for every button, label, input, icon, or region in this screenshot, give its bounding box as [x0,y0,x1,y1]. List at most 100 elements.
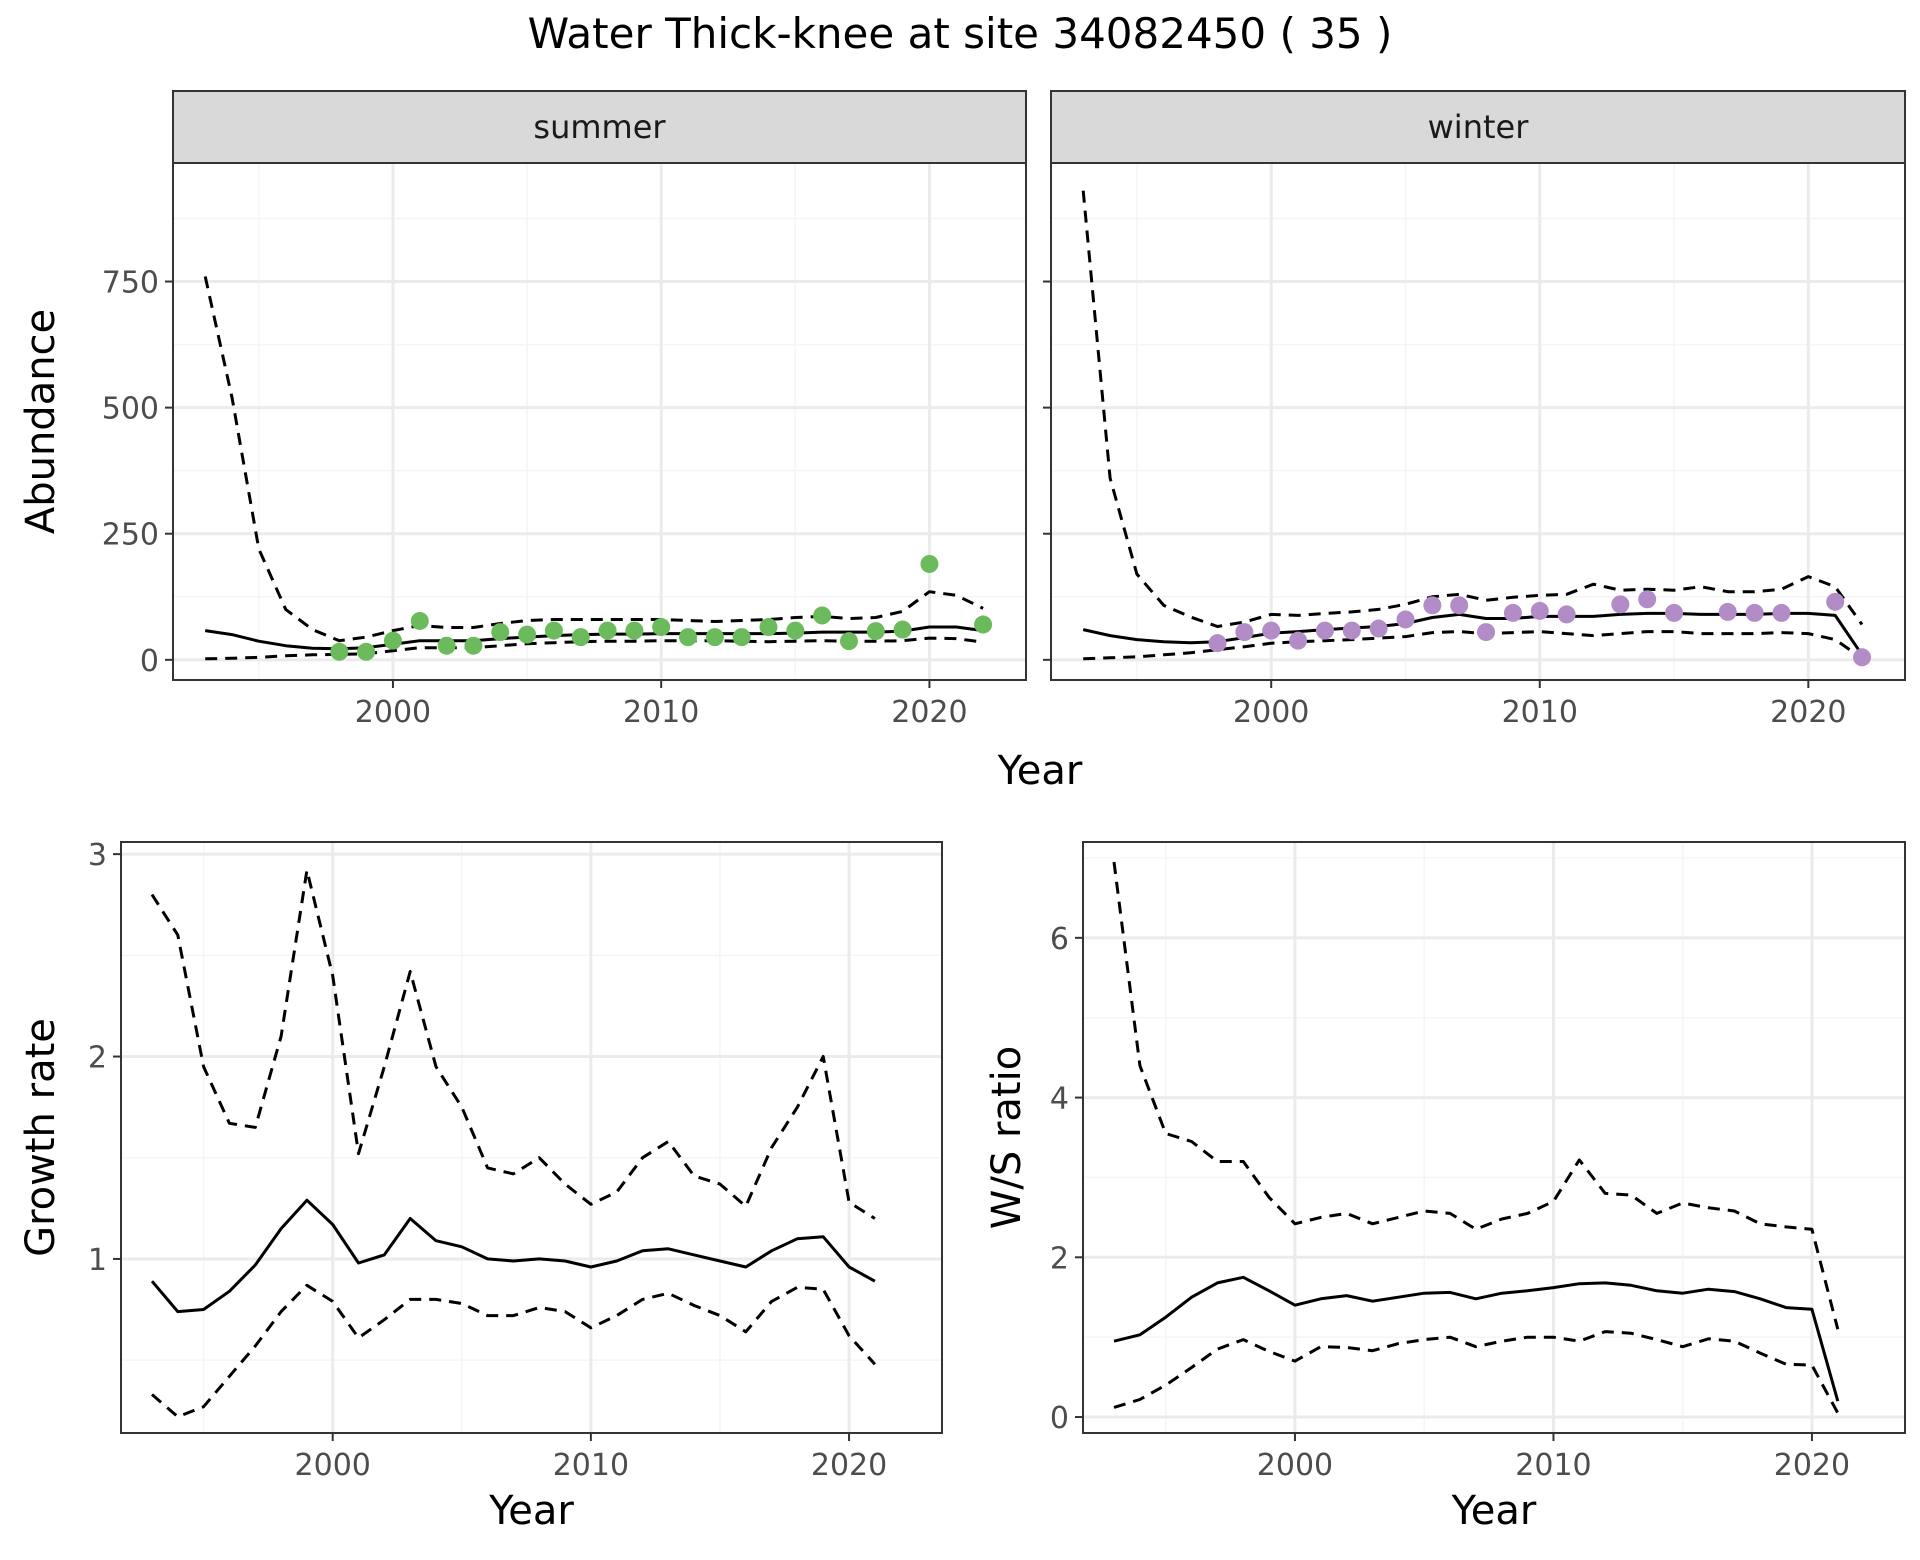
y-tick-label: 0 [1050,1401,1069,1436]
panel-border-growth [120,841,943,1434]
y-tick-label: 0 [140,644,159,679]
panel-ratio: 2000 2010 2020 0 2 4 6 W/S ratio Year [984,841,1906,1534]
series-line-upper-ratio [1112,861,1840,1330]
series-line-estimate-growth [150,1198,876,1314]
x-axis-title-growth: Year [488,1488,574,1534]
data-point-winter [1718,602,1737,621]
data-point-winter [1396,610,1415,629]
data-point-summer [598,621,617,640]
series-line-upper-winter [1081,190,1864,628]
data-point-summer [705,628,724,647]
top-row-x-label: Year [997,748,1083,794]
data-point-summer [410,611,429,630]
x-tick-label: 2000 [1257,1448,1333,1483]
data-point-summer [571,628,590,647]
series-line-upper-summer [203,276,984,643]
x-tick-label: 2010 [623,695,699,730]
data-point-summer [732,628,751,647]
gridlines-summer [173,163,1026,680]
data-point-summer [383,631,402,650]
data-point-summer [866,622,885,641]
y-tick-label: 500 [102,392,159,427]
data-point-winter [1450,596,1469,615]
data-point-winter [1423,596,1442,615]
data-point-summer [437,636,456,655]
y-tick-label: 250 [102,518,159,553]
y-axis-title-summer: Abundance [18,309,64,534]
data-point-winter [1772,603,1791,622]
data-point-winter [1208,634,1227,653]
data-point-summer [357,642,376,661]
plot-background-growth [121,842,942,1433]
y-tick-label: 6 [1050,922,1069,957]
y-axis-title-growth: Growth rate [18,1018,64,1257]
data-point-summer [920,554,939,573]
data-point-winter [1557,605,1576,624]
facet-strip-label-winter: winter [1428,108,1530,146]
panels: summer 2000 2010 2020 0 250 500 750 Abundance win… [18,90,1906,1534]
data-point-summer [652,618,671,637]
x-tick-label: 2010 [553,1448,629,1483]
data-point-winter [1477,623,1496,642]
data-point-summer [974,615,993,634]
data-point-summer [893,620,912,639]
data-point-winter [1315,621,1334,640]
panel-border-ratio [1082,841,1906,1434]
plot-background-ratio [1083,842,1905,1433]
x-tick-label: 2000 [295,1448,371,1483]
x-tick-label: 2020 [1770,695,1846,730]
figure-title: Water Thick-knee at site 34082450 ( 35 ) [528,9,1393,58]
gridlines-ratio [1083,842,1905,1433]
data-point-summer [813,606,832,625]
data-point-winter [1853,648,1872,667]
data-point-winter [1369,619,1388,638]
x-tick-label: 2010 [1502,695,1578,730]
y-tick-label: 2 [1050,1241,1069,1276]
data-point-summer [759,618,778,637]
data-point-summer [464,636,483,655]
data-point-winter [1826,592,1845,611]
series-line-lower-ratio [1113,1330,1840,1414]
facet-strip-summer [172,90,1027,164]
data-point-summer [518,625,537,644]
x-tick-label: 2020 [1774,1448,1850,1483]
y-axis-title-ratio: W/S ratio [984,1046,1030,1229]
y-tick-label: 750 [102,266,159,301]
x-tick-label: 2020 [891,695,967,730]
series-line-upper-growth [150,868,876,1220]
data-point-summer [330,642,349,661]
data-point-winter [1530,601,1549,620]
data-point-winter [1745,603,1764,622]
gridlines-winter [1051,163,1905,680]
data-point-summer [786,621,805,640]
y-tick-label: 4 [1050,1082,1069,1117]
y-tick-label: 1 [88,1243,107,1278]
y-tick-label: 2 [88,1041,107,1076]
y-tick-label: 3 [88,838,107,873]
plot-background-summer [173,163,1026,680]
x-tick-label: 2020 [811,1448,887,1483]
data-point-winter [1235,623,1254,642]
data-point-summer [679,628,698,647]
x-tick-label: 2010 [1515,1448,1591,1483]
panel-summer: summer 2000 2010 2020 0 250 500 750 Abundance [18,90,1027,730]
series-line-lower-growth [151,1283,877,1419]
data-point-summer [625,621,644,640]
data-point-summer [839,632,858,651]
x-tick-label: 2000 [355,695,431,730]
data-point-winter [1503,603,1522,622]
x-axis-title-ratio: Year [1451,1488,1537,1534]
data-point-winter [1611,595,1630,614]
facet-strip-winter [1050,90,1906,164]
series-line-estimate-ratio [1113,1275,1840,1402]
panel-border-winter [1050,162,1906,681]
data-point-winter [1665,603,1684,622]
x-tick-label: 2000 [1233,695,1309,730]
data-point-summer [491,623,510,642]
panel-winter: winter 2000 2010 2020 [1043,90,1906,730]
data-point-winter [1289,631,1308,650]
data-point-summer [544,621,563,640]
facet-strip-label-summer: summer [533,108,666,146]
plot-background-winter [1051,163,1905,680]
